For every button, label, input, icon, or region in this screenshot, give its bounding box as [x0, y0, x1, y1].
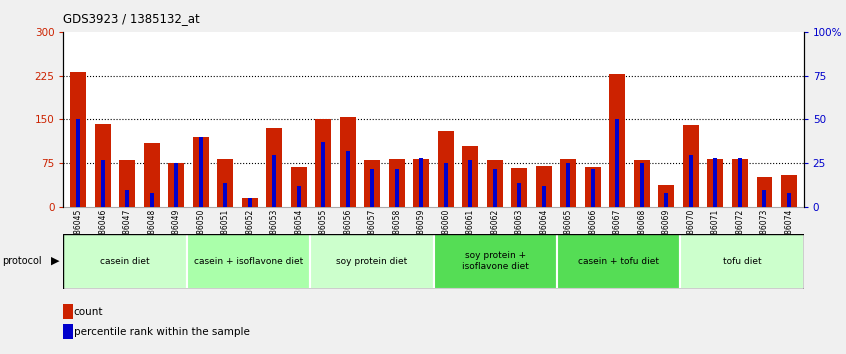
Bar — [634, 160, 650, 207]
Text: casein diet: casein diet — [101, 257, 150, 266]
Bar — [542, 186, 546, 207]
Bar — [680, 234, 804, 289]
Bar — [316, 120, 332, 207]
Bar — [493, 169, 497, 207]
Bar — [664, 193, 668, 207]
Bar — [518, 183, 521, 207]
Bar — [591, 169, 595, 207]
Bar — [511, 168, 527, 207]
Bar — [707, 159, 723, 207]
Bar — [310, 234, 433, 289]
Bar — [95, 124, 111, 207]
Bar — [756, 177, 772, 207]
Bar — [683, 125, 699, 207]
Bar — [557, 234, 680, 289]
Bar — [242, 198, 258, 207]
Bar — [365, 160, 380, 207]
Bar — [609, 74, 625, 207]
Bar — [389, 159, 404, 207]
Bar — [469, 160, 472, 207]
Bar — [371, 169, 374, 207]
Bar — [119, 160, 135, 207]
Bar — [266, 128, 283, 207]
Bar — [223, 183, 228, 207]
Bar — [187, 234, 310, 289]
Bar — [340, 116, 356, 207]
Bar — [738, 158, 742, 207]
Bar — [63, 324, 73, 339]
Text: count: count — [74, 307, 103, 316]
Bar — [787, 193, 791, 207]
Bar — [346, 151, 349, 207]
Bar — [420, 158, 423, 207]
Bar — [487, 160, 503, 207]
Bar — [174, 163, 179, 207]
Bar — [781, 175, 797, 207]
Bar — [248, 198, 252, 207]
Bar — [395, 169, 398, 207]
Bar — [199, 137, 203, 207]
Bar — [433, 234, 557, 289]
Bar — [732, 159, 748, 207]
Text: ▶: ▶ — [51, 256, 59, 266]
Bar — [567, 163, 570, 207]
Bar — [438, 131, 453, 207]
Bar — [76, 120, 80, 207]
Bar — [658, 185, 674, 207]
Bar — [291, 167, 307, 207]
Bar — [63, 304, 73, 319]
Text: percentile rank within the sample: percentile rank within the sample — [74, 327, 250, 337]
Text: protocol: protocol — [2, 256, 41, 266]
Text: casein + isoflavone diet: casein + isoflavone diet — [194, 257, 303, 266]
Bar — [689, 154, 693, 207]
Text: soy protein diet: soy protein diet — [336, 257, 408, 266]
Bar — [444, 163, 448, 207]
Bar — [463, 146, 478, 207]
Bar — [297, 186, 300, 207]
Bar — [125, 190, 129, 207]
Bar — [713, 158, 717, 207]
Bar — [272, 154, 277, 207]
Bar — [168, 163, 184, 207]
Bar — [150, 193, 154, 207]
Bar — [585, 167, 601, 207]
Bar — [193, 137, 209, 207]
Text: GDS3923 / 1385132_at: GDS3923 / 1385132_at — [63, 12, 201, 25]
Bar — [414, 159, 429, 207]
Bar — [536, 166, 552, 207]
Bar — [615, 120, 619, 207]
Text: soy protein +
isoflavone diet: soy protein + isoflavone diet — [462, 251, 529, 271]
Bar — [144, 143, 160, 207]
Bar — [217, 159, 233, 207]
Bar — [640, 163, 644, 207]
Bar — [101, 160, 105, 207]
Bar — [560, 159, 576, 207]
Bar — [762, 190, 766, 207]
Bar — [70, 72, 86, 207]
Bar — [321, 142, 325, 207]
Text: casein + tofu diet: casein + tofu diet — [578, 257, 659, 266]
Text: tofu diet: tofu diet — [722, 257, 761, 266]
Bar — [63, 234, 187, 289]
